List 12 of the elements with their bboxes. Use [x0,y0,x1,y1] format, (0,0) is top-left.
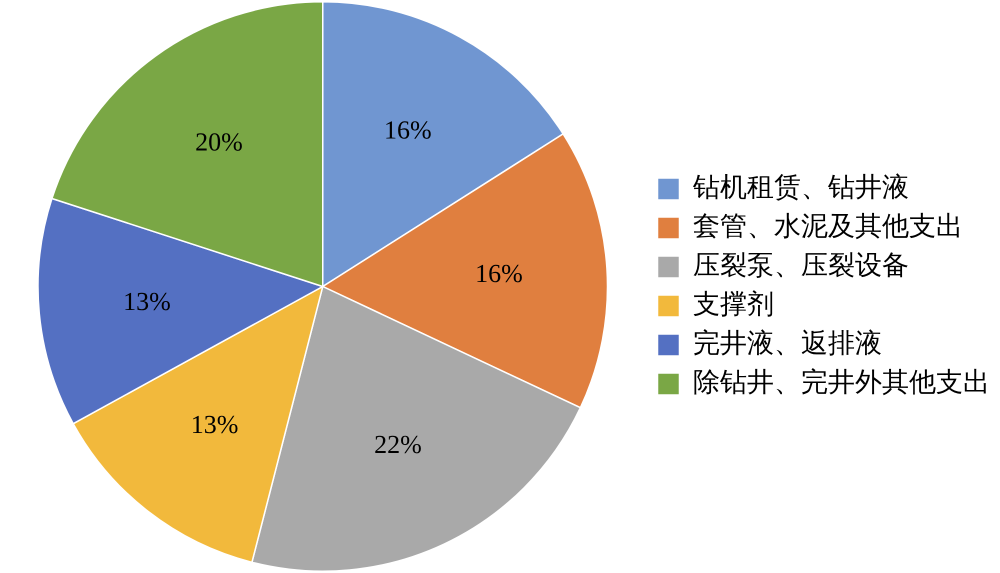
legend-label: 完井液、返排液 [693,328,882,358]
legend-label: 除钻井、完井外其他支出 [693,367,990,398]
data-label: 22% [374,430,422,460]
legend-label: 压裂泵、压裂设备 [693,250,909,280]
legend-label: 钻机租赁、钻井液 [692,172,909,202]
legend-label: 套管、水泥及其他支出 [693,211,963,242]
data-label: 20% [195,128,243,156]
data-label: 13% [123,286,171,316]
data-label: 16% [475,259,523,288]
data-label: 16% [384,116,432,145]
data-label: 13% [190,410,238,439]
legend-label: 支撑剂 [693,289,774,320]
